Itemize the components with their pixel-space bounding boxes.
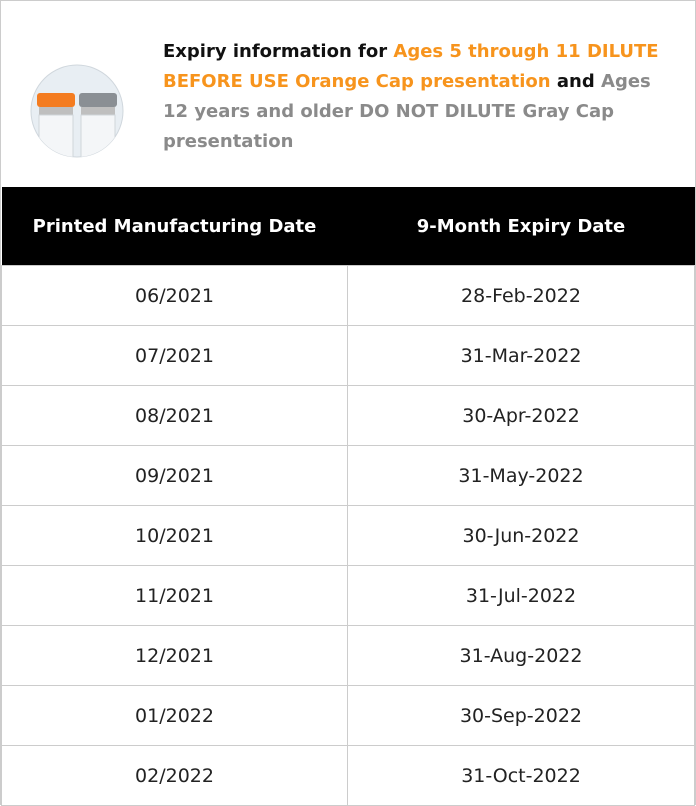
expiry-date: 31-Mar-2022 (348, 326, 695, 386)
manufacturing-date: 08/2021 (2, 386, 348, 446)
manufacturing-date: 12/2021 (2, 626, 348, 686)
expiry-date: 31-Aug-2022 (348, 626, 695, 686)
column-header: Printed Manufacturing Date (2, 187, 348, 266)
manufacturing-date: 07/2021 (2, 326, 348, 386)
vials-icon (29, 63, 125, 159)
manufacturing-date: 10/2021 (2, 506, 348, 566)
expiry-date: 30-Jun-2022 (348, 506, 695, 566)
header: Expiry information for Ages 5 through 11… (1, 1, 695, 187)
manufacturing-date: 02/2022 (2, 746, 348, 806)
expiry-date: 30-Apr-2022 (348, 386, 695, 446)
expiry-date: 31-May-2022 (348, 446, 695, 506)
expiry-date: 31-Jul-2022 (348, 566, 695, 626)
joiner: and (557, 71, 595, 92)
manufacturing-date: 11/2021 (2, 566, 348, 626)
expiry-table: Printed Manufacturing Date 9-Month Expir… (1, 187, 695, 806)
expiry-date: 28-Feb-2022 (348, 266, 695, 326)
header-row: Printed Manufacturing Date 9-Month Expir… (2, 187, 695, 266)
expiry-date: 31-Oct-2022 (348, 746, 695, 806)
intro: Expiry information for (163, 41, 387, 62)
column-header: 9-Month Expiry Date (348, 187, 695, 266)
manufacturing-date: 01/2022 (2, 686, 348, 746)
page: Expiry information for Ages 5 through 11… (0, 0, 696, 805)
header-text: Expiry information for Ages 5 through 11… (163, 37, 663, 157)
manufacturing-date: 06/2021 (2, 266, 348, 326)
manufacturing-date: 09/2021 (2, 446, 348, 506)
expiry-date: 30-Sep-2022 (348, 686, 695, 746)
